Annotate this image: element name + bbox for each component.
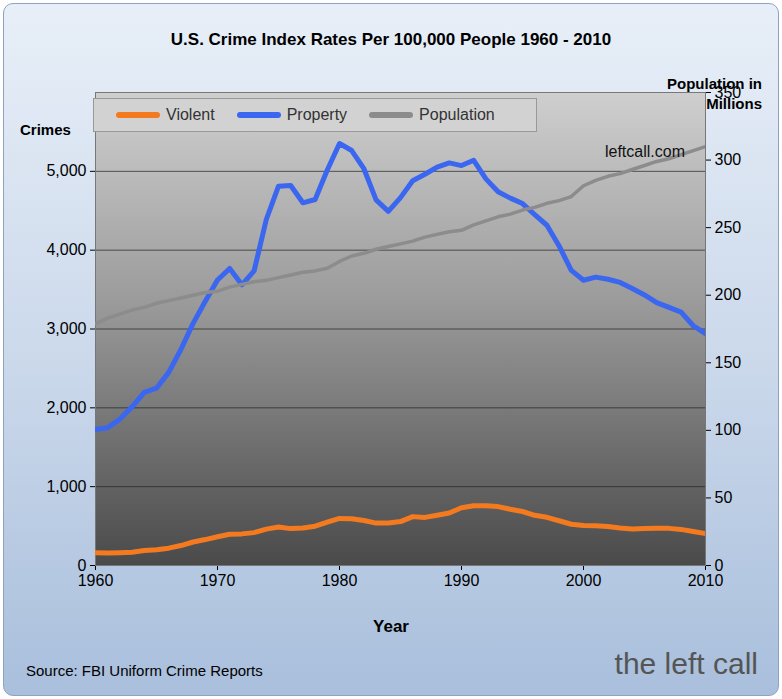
svg-text:0: 0 bbox=[715, 557, 724, 574]
html-text:leftcall.com: leftcall.com bbox=[605, 143, 685, 160]
svg-text:300: 300 bbox=[715, 151, 742, 168]
html-text:Violent: Violent bbox=[166, 106, 215, 123]
html-text:Crimes: Crimes bbox=[20, 121, 71, 138]
svg-text:2010: 2010 bbox=[688, 572, 724, 589]
svg-text:100: 100 bbox=[715, 421, 742, 438]
svg-text:5,000: 5,000 bbox=[46, 162, 86, 179]
html-text:U.S. Crime Index Rates Per 100: U.S. Crime Index Rates Per 100,000 Peopl… bbox=[170, 30, 612, 49]
svg-text:2,000: 2,000 bbox=[46, 399, 86, 416]
svg-text:1980: 1980 bbox=[322, 572, 358, 589]
svg-text:50: 50 bbox=[715, 489, 733, 506]
html-text:Property: Property bbox=[286, 106, 348, 123]
svg-text:1970: 1970 bbox=[200, 572, 236, 589]
svg-text:1960: 1960 bbox=[78, 572, 114, 589]
html-text:the left call: the left call bbox=[614, 647, 758, 680]
html-text:Population in Millions: Population in Millions bbox=[667, 75, 762, 112]
svg-text:3,000: 3,000 bbox=[46, 320, 86, 337]
svg-text:4,000: 4,000 bbox=[46, 241, 86, 258]
svg-text:0: 0 bbox=[77, 556, 87, 574]
svg-text:200: 200 bbox=[715, 286, 742, 303]
svg-text:150: 150 bbox=[715, 354, 742, 371]
svg-text:2000: 2000 bbox=[566, 572, 602, 589]
svg-text:1,000: 1,000 bbox=[46, 478, 86, 495]
html-text:Source: FBI Uniform Crime Repo: Source: FBI Uniform Crime Reports bbox=[26, 662, 263, 679]
svg-text:250: 250 bbox=[715, 219, 742, 236]
html-text:Population: Population bbox=[419, 106, 495, 123]
html-text:Year: Year bbox=[373, 617, 409, 636]
svg-text:1990: 1990 bbox=[444, 572, 480, 589]
